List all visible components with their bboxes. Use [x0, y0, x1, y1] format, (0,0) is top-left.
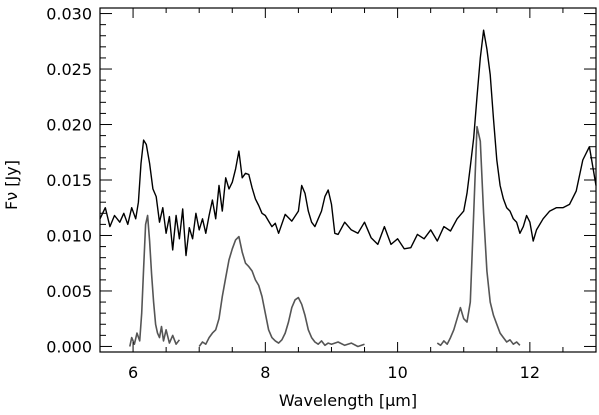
- y-tick-label: 0.010: [46, 226, 92, 245]
- axis-tick-labels: 6 8 10 12 0.000 0.005 0.010 0.015 0.020 0.025 0.03…: [46, 5, 540, 382]
- x-tick-label: 10: [387, 363, 407, 382]
- series-line-component-1: [129, 214, 181, 347]
- x-tick-label: 12: [520, 363, 540, 382]
- x-tick-label: 8: [260, 363, 270, 382]
- x-tick-label: 6: [128, 363, 138, 382]
- axis-ticks: [99, 8, 597, 352]
- series-line-observed: [99, 29, 597, 257]
- y-axis-title: Fν [Jy]: [2, 160, 21, 210]
- y-tick-label: 0.020: [46, 116, 92, 135]
- y-tick-label: 0.005: [46, 282, 92, 301]
- y-tick-label: 0.030: [46, 5, 92, 24]
- series-line-component-3: [436, 125, 521, 347]
- series-line-component-2: [198, 235, 365, 348]
- series-group: [99, 29, 597, 348]
- plot-frame: [99, 7, 597, 353]
- x-axis-title: Wavelength [μm]: [279, 391, 417, 410]
- y-tick-label: 0.000: [46, 337, 92, 356]
- y-tick-label: 0.015: [46, 171, 92, 190]
- y-tick-label: 0.025: [46, 60, 92, 79]
